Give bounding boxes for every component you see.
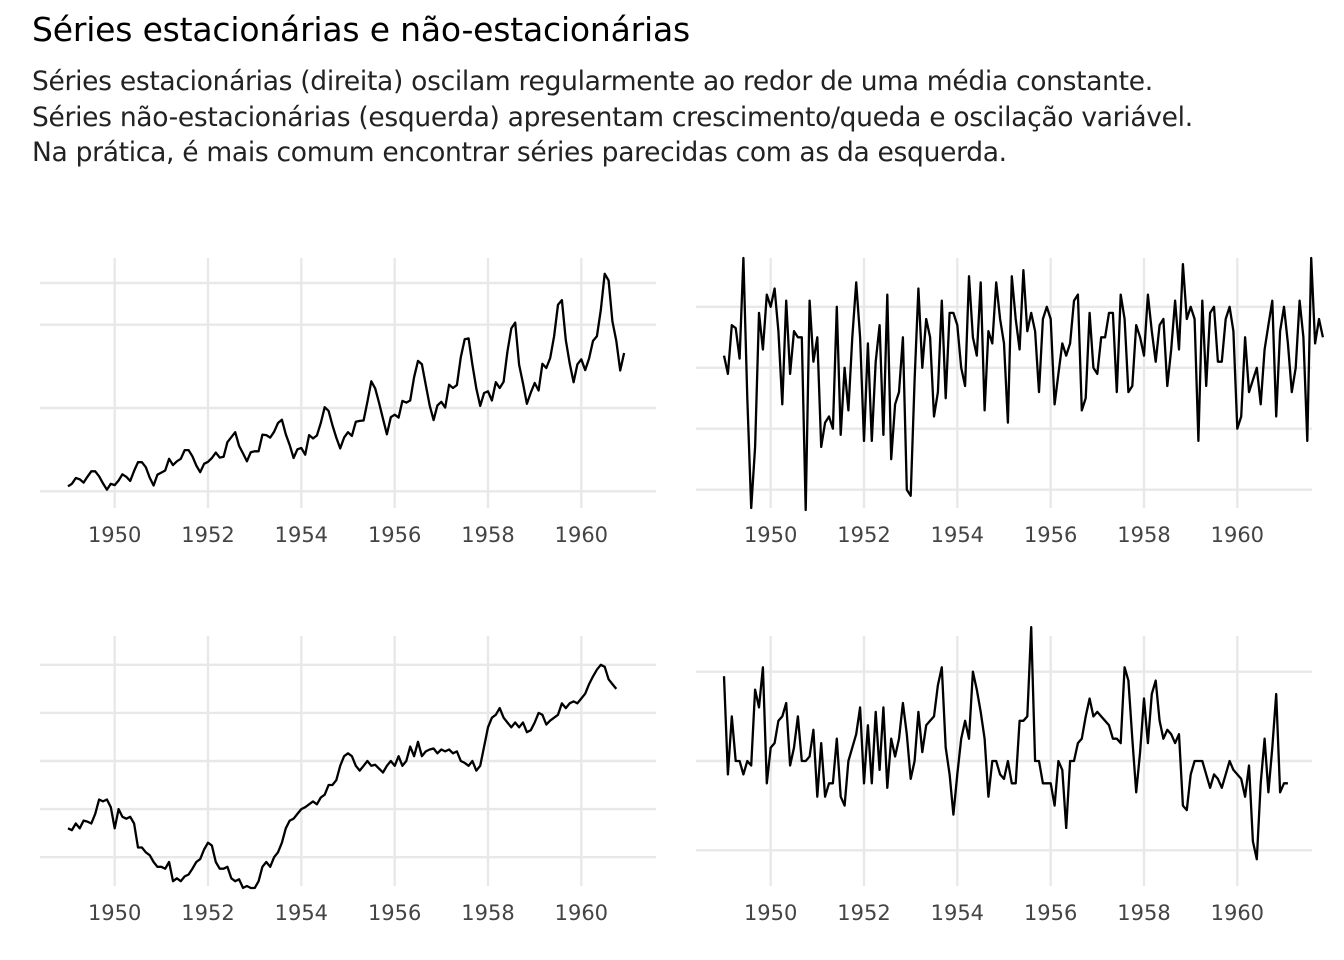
x-tick-label: 1956 (368, 901, 421, 925)
x-tick-label: 1956 (1024, 901, 1077, 925)
x-tick-label: 1960 (555, 901, 608, 925)
series-line (722, 625, 1288, 861)
x-tick-label: 1958 (1117, 523, 1170, 547)
subtitle-line: Na prática, é mais comum encontrar série… (32, 137, 1007, 168)
x-tick-label: 1952 (837, 523, 890, 547)
series-line (722, 256, 1325, 512)
panel-bottom-right: 1950 1952 1954 1956 1958 1960 (696, 625, 1312, 925)
chart-subtitle: Séries estacionárias (direita) oscilam r… (32, 64, 1193, 171)
x-tick-label: 1956 (368, 523, 421, 547)
subtitle-line: Séries estacionárias (direita) oscilam r… (32, 66, 1153, 97)
x-tick-label: 1952 (181, 901, 234, 925)
chart-title: Séries estacionárias e não-estacionárias (32, 10, 690, 49)
x-tick-label: 1952 (837, 901, 890, 925)
x-tick-label: 1958 (461, 901, 514, 925)
panel-top-right: 1950 1952 1954 1956 1958 1960 (696, 256, 1325, 547)
x-tick-label: 1958 (461, 523, 514, 547)
x-tick-label: 1958 (1117, 901, 1170, 925)
panel-bottom-left: 1950 1952 1954 1956 1958 1960 (40, 636, 656, 925)
x-tick-label: 1954 (275, 901, 328, 925)
x-tick-label: 1952 (181, 523, 234, 547)
x-tick-label: 1950 (744, 901, 797, 925)
x-tick-label: 1960 (555, 523, 608, 547)
x-tick-label: 1950 (88, 523, 141, 547)
series-line (67, 663, 618, 890)
series-line (67, 272, 626, 491)
x-tick-label: 1960 (1211, 523, 1264, 547)
subtitle-line: Séries não-estacionárias (esquerda) apre… (32, 101, 1193, 133)
x-tick-label: 1954 (275, 523, 328, 547)
panel-top-left: 1950 1952 1954 1956 1958 1960 (40, 258, 656, 547)
x-tick-label: 1950 (744, 523, 797, 547)
x-tick-label: 1954 (931, 901, 984, 925)
x-tick-label: 1956 (1024, 523, 1077, 547)
x-tick-label: 1954 (931, 523, 984, 547)
x-tick-label: 1960 (1211, 901, 1264, 925)
x-tick-label: 1950 (88, 901, 141, 925)
